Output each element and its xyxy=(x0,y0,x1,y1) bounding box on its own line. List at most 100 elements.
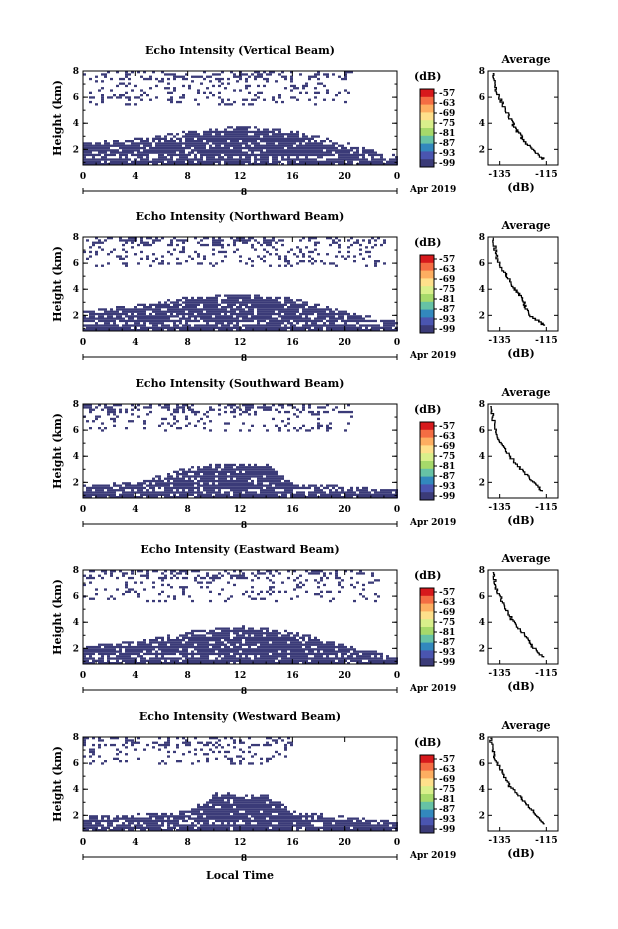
echo-cell xyxy=(98,427,101,430)
echo-cell xyxy=(257,477,260,480)
echo-cell xyxy=(152,491,155,494)
echo-cell xyxy=(248,477,251,480)
echo-cell xyxy=(227,149,230,152)
echo-cell xyxy=(104,643,107,646)
echo-cell xyxy=(101,489,104,492)
echo-cell xyxy=(281,662,284,665)
echo-cell xyxy=(95,484,98,487)
echo-cell xyxy=(251,629,254,633)
echo-cell xyxy=(137,662,140,665)
echo-cell xyxy=(176,657,179,660)
echo-cell xyxy=(92,160,95,163)
average-xlabel: (dB) xyxy=(507,181,534,194)
echo-cell xyxy=(140,493,143,496)
colorbar-segment xyxy=(420,437,434,446)
echo-cell xyxy=(284,260,287,263)
echo-cell xyxy=(329,322,332,325)
echo-cell xyxy=(341,156,344,159)
echo-cell xyxy=(209,91,212,94)
echo-cell xyxy=(209,306,212,309)
panel-title: Echo Intensity (Vertical Beam) xyxy=(145,44,335,57)
echo-cell xyxy=(230,301,233,304)
echo-cell xyxy=(248,632,251,635)
echo-cell xyxy=(320,82,323,85)
echo-cell xyxy=(392,322,395,325)
echo-cell xyxy=(131,151,134,154)
echo-cell xyxy=(287,135,290,138)
echo-cell xyxy=(101,73,104,76)
echo-cell xyxy=(92,241,95,244)
echo-cell xyxy=(275,308,278,311)
echo-cell xyxy=(281,75,284,78)
echo-cell xyxy=(155,659,158,662)
echo-cell xyxy=(278,257,281,260)
echo-cell xyxy=(218,241,221,244)
echo-cell xyxy=(200,648,203,651)
echo-cell xyxy=(206,312,209,316)
echo-cell xyxy=(290,149,293,152)
echo-cell xyxy=(377,329,380,332)
echo-cell xyxy=(146,306,149,309)
echo-cell xyxy=(152,317,155,320)
echo-cell xyxy=(371,160,374,163)
echo-cell xyxy=(185,329,188,332)
y-axis-label: Height (km) xyxy=(51,413,64,489)
echo-cell xyxy=(197,410,200,414)
echo-cell xyxy=(383,239,386,242)
echo-cell xyxy=(233,151,236,154)
echo-cell xyxy=(284,296,287,300)
echo-cell xyxy=(257,315,260,318)
echo-cell xyxy=(227,482,230,485)
echo-cell xyxy=(248,636,251,639)
echo-cell xyxy=(272,299,275,302)
echo-cell xyxy=(218,319,221,323)
echo-cell xyxy=(179,406,182,409)
echo-cell xyxy=(263,645,266,649)
echo-cell xyxy=(161,482,164,485)
echo-cell xyxy=(200,326,203,329)
echo-cell xyxy=(131,144,134,147)
echo-cell xyxy=(251,308,254,311)
echo-cell xyxy=(203,257,206,260)
echo-cell xyxy=(218,239,221,242)
echo-cell xyxy=(194,142,197,145)
echo-cell xyxy=(251,473,254,476)
echo-cell xyxy=(146,413,149,416)
echo-cell xyxy=(278,659,281,662)
echo-cell xyxy=(272,322,275,325)
echo-cell xyxy=(233,140,236,143)
echo-cell xyxy=(98,404,101,407)
echo-cell xyxy=(281,322,284,325)
echo-cell xyxy=(83,404,86,407)
echo-cell xyxy=(374,260,377,263)
echo-cell xyxy=(92,146,95,150)
echo-cell xyxy=(362,496,365,499)
echo-cell xyxy=(167,473,170,476)
echo-cell xyxy=(269,306,272,309)
echo-cell xyxy=(284,319,287,323)
echo-cell xyxy=(185,657,188,660)
echo-cell xyxy=(296,486,299,490)
echo-cell xyxy=(173,151,176,154)
echo-cell xyxy=(128,588,131,591)
echo-cell xyxy=(200,470,203,473)
echo-cell xyxy=(92,420,95,423)
echo-cell xyxy=(197,103,200,106)
echo-cell xyxy=(152,149,155,152)
echo-cell xyxy=(212,301,215,304)
echo-cell xyxy=(245,144,248,147)
echo-cell xyxy=(173,650,176,653)
echo-cell xyxy=(233,241,236,244)
echo-cell xyxy=(158,648,161,651)
echo-cell xyxy=(242,103,245,106)
echo-cell xyxy=(179,317,182,320)
echo-cell xyxy=(233,158,236,161)
echo-cell xyxy=(212,468,215,471)
echo-cell xyxy=(230,306,233,309)
echo-cell xyxy=(203,317,206,320)
echo-cell xyxy=(152,479,155,483)
colorbar-segment xyxy=(420,151,434,160)
echo-cell xyxy=(224,149,227,152)
echo-cell xyxy=(152,477,155,480)
echo-cell xyxy=(290,135,293,138)
